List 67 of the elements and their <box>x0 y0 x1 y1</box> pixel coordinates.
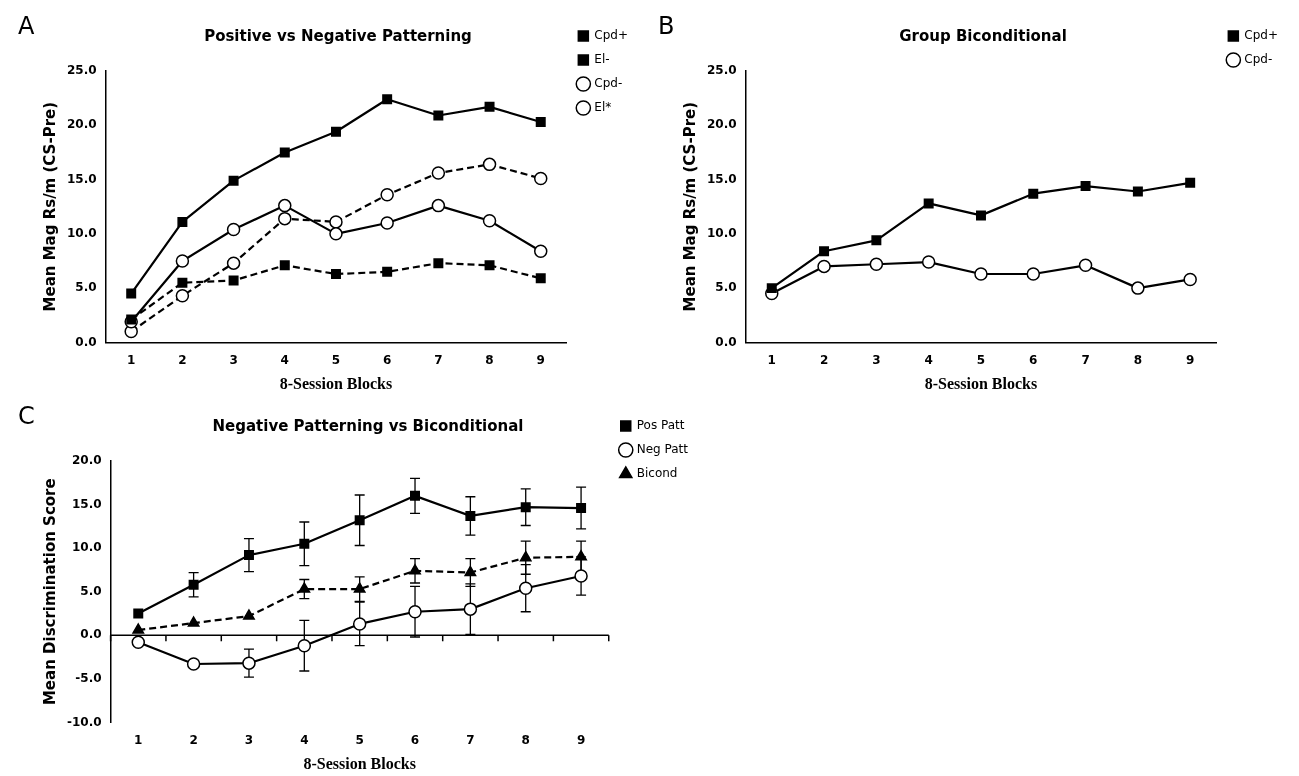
x-tick-label: 5 <box>355 732 364 747</box>
y-tick-label: 10.0 <box>67 225 97 240</box>
y-tick-label: 20.0 <box>707 117 737 132</box>
y-tick-label: 5.0 <box>75 280 97 295</box>
y-axis-title: Mean Mag Rs/m (CS-Pre) <box>40 101 59 312</box>
x-tick-label: 6 <box>410 732 420 747</box>
x-tick-label: 7 <box>434 352 443 367</box>
x-tick-label: 2 <box>189 732 198 747</box>
y-tick-label: 0.0 <box>75 334 97 349</box>
legend-label: Bicond <box>636 466 678 481</box>
y-tick-label: -10.0 <box>66 714 102 729</box>
x-tick-label: 4 <box>280 352 289 367</box>
legend-label: Pos Patt <box>636 418 685 433</box>
x-tick-label: 9 <box>576 732 586 747</box>
y-tick-label: -5.0 <box>75 670 102 685</box>
x-tick-label: 1 <box>134 732 143 747</box>
x-tick-label: 2 <box>178 352 187 367</box>
x-tick-label: 2 <box>819 352 829 367</box>
x-tick-label: 5 <box>331 352 341 367</box>
x-tick-label: 3 <box>229 352 238 367</box>
y-tick-label: 10.0 <box>707 225 737 240</box>
x-tick-label: 1 <box>767 352 776 367</box>
x-tick-label: 9 <box>1186 352 1195 367</box>
text: C <box>18 402 35 431</box>
y-tick-label: 0.0 <box>715 334 737 349</box>
chart-title: Negative Patterning vs Biconditional <box>212 416 524 435</box>
legend-label: El* <box>594 100 612 115</box>
x-axis-title: 8-Session Blocks <box>924 374 1038 392</box>
x-axis-title: 8-Session Blocks <box>279 374 393 392</box>
x-tick-label: 3 <box>244 732 254 747</box>
x-tick-label: 8 <box>485 352 494 367</box>
x-tick-label: 5 <box>976 352 986 367</box>
text: B <box>658 12 675 41</box>
x-tick-label: 7 <box>466 732 475 747</box>
y-tick-label: 15.0 <box>71 496 102 511</box>
x-tick-label: 4 <box>924 352 933 367</box>
y-tick-label: 25.0 <box>67 63 97 78</box>
legend-label: Cpd- <box>594 76 623 91</box>
text: A <box>18 12 35 41</box>
x-tick-label: 8 <box>521 732 530 747</box>
legend-label: Cpd+ <box>594 28 628 43</box>
y-axis-title: Mean Mag Rs/m (CS-Pre) <box>680 101 699 312</box>
y-tick-label: 15.0 <box>707 171 737 186</box>
y-tick-label: 0.0 <box>80 627 102 642</box>
x-tick-label: 6 <box>1029 352 1038 367</box>
y-axis-title: Mean Discrimination Score <box>40 478 59 706</box>
y-tick-label: 15.0 <box>67 171 97 186</box>
chart-title: Group Biconditional <box>899 26 1067 45</box>
x-tick-label: 6 <box>382 352 392 367</box>
legend-label: Cpd- <box>1244 52 1273 67</box>
y-tick-label: 20.0 <box>67 117 97 132</box>
x-axis-title: 8-Session Blocks <box>303 754 416 772</box>
x-tick-label: 7 <box>1081 352 1090 367</box>
y-tick-label: 5.0 <box>715 280 737 295</box>
y-tick-label: 5.0 <box>80 583 102 598</box>
legend-label: Cpd+ <box>1244 28 1278 43</box>
x-tick-label: 1 <box>127 352 136 367</box>
y-tick-label: 25.0 <box>707 63 737 78</box>
x-tick-label: 8 <box>1133 352 1143 367</box>
chart-title: Positive vs Negative Patterning <box>204 26 472 45</box>
x-tick-label: 9 <box>536 352 545 367</box>
y-tick-label: 10.0 <box>71 540 102 555</box>
legend-label: El- <box>594 52 610 67</box>
x-tick-label: 3 <box>872 352 881 367</box>
y-tick-label: 20.0 <box>71 453 102 468</box>
x-tick-label: 4 <box>300 732 309 747</box>
legend-label: Neg Patt <box>636 442 689 457</box>
